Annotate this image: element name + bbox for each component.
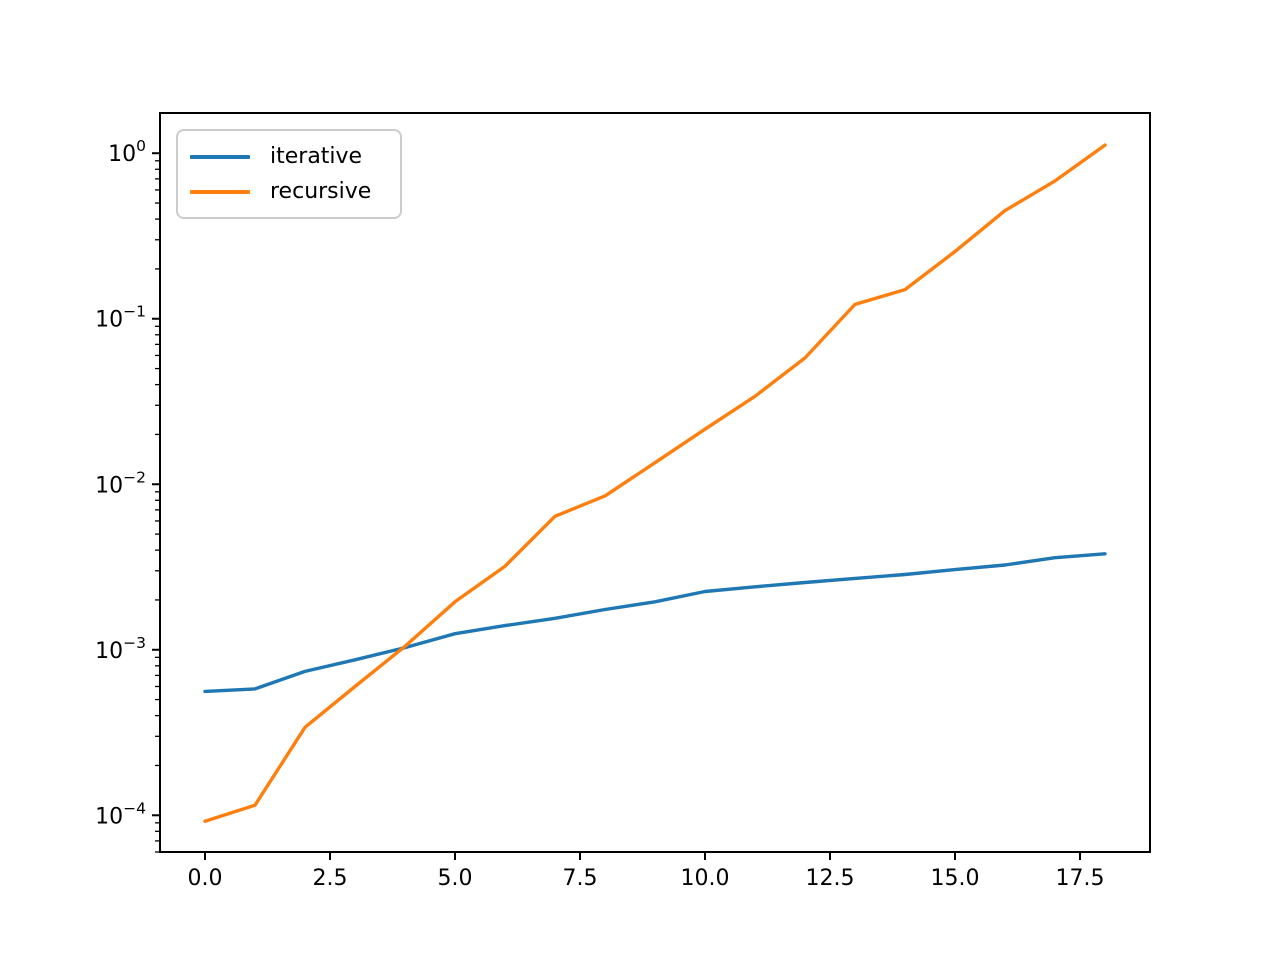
y-tick-label: 10−2 (95, 468, 146, 498)
series-line-recursive (203, 143, 1107, 823)
x-tick-label: 7.5 (563, 866, 598, 891)
y-tick-label: 10−3 (95, 634, 146, 664)
x-tick-label: 15.0 (931, 866, 980, 891)
x-tick-label: 12.5 (806, 866, 855, 891)
y-tick-label: 100 (108, 137, 146, 167)
legend-line-iterative (190, 154, 250, 159)
legend-item-recursive: recursive (190, 178, 388, 204)
series-lines (203, 143, 1107, 823)
x-tick-label: 5.0 (438, 866, 473, 891)
x-tick-label: 10.0 (681, 866, 730, 891)
legend-item-iterative: iterative (190, 143, 388, 169)
y-axis-minor-ticks (155, 160, 160, 853)
y-tick-label: 10−4 (95, 799, 146, 829)
x-axis-major-ticks: 0.0 2.5 5.0 7.5 10.0 12.5 15.0 17.5 (188, 852, 1105, 891)
legend-line-recursive (190, 189, 250, 194)
x-tick-label: 0.0 (188, 866, 223, 891)
series-line-iterative (203, 552, 1107, 694)
legend-label-recursive: recursive (270, 178, 372, 204)
legend: iterative recursive (176, 129, 402, 219)
y-tick-label: 10−1 (95, 303, 146, 333)
plot-frame (159, 112, 1151, 853)
legend-label-iterative: iterative (270, 143, 363, 169)
y-axis-major-ticks: 100 10−1 10−2 10−3 10−4 (95, 137, 160, 829)
x-tick-label: 2.5 (313, 866, 348, 891)
x-tick-label: 17.5 (1056, 866, 1105, 891)
